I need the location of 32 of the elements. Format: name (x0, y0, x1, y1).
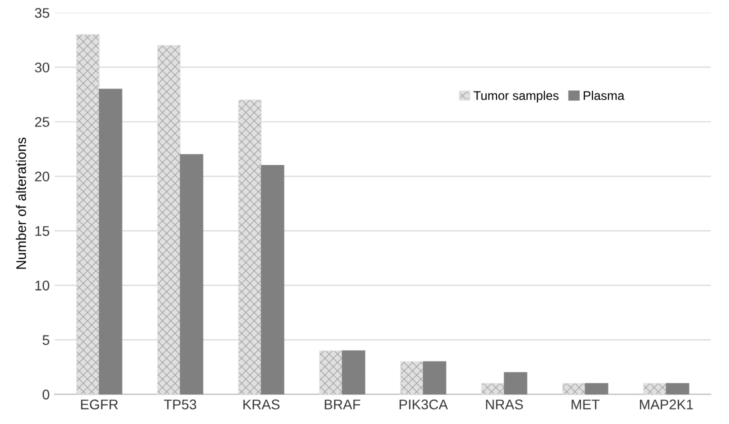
x-tick-label: PIK3CA (400, 400, 448, 410)
bar (666, 383, 690, 394)
x-tick-label: MAP2K1 (640, 400, 693, 410)
bar (504, 372, 528, 394)
legend-label: Plasma (584, 90, 624, 100)
legend-label: Tumor samples (474, 90, 559, 102)
bar (400, 361, 424, 394)
bar (260, 165, 284, 394)
x-tick-label: BRAF (324, 400, 360, 410)
bar (481, 383, 505, 394)
x-tick-label: MET (572, 400, 600, 410)
x-tick-label: NRAS (486, 400, 523, 410)
y-axis-title: Number of alterations (16, 138, 26, 269)
bar (643, 383, 667, 394)
y-tick-label: 35 (34, 8, 50, 18)
x-tick-label: KRAS (243, 400, 280, 410)
x-tick-label: TP53 (164, 400, 196, 410)
bar (98, 88, 122, 394)
bar (422, 361, 446, 394)
bar (319, 350, 343, 394)
y-tick-label: 20 (35, 172, 50, 182)
y-tick-label: 0 (42, 390, 50, 400)
y-tick-label: 15 (35, 226, 50, 236)
y-tick-label: 5 (42, 335, 50, 345)
bar (584, 383, 608, 394)
y-tick-label: 10 (35, 280, 50, 290)
y-tick-label: 25 (35, 117, 50, 127)
x-tick-label: EGFR (81, 400, 118, 410)
bar (562, 383, 586, 394)
y-tick-label: 30 (34, 62, 50, 72)
bar (180, 154, 204, 394)
bar (342, 350, 366, 394)
